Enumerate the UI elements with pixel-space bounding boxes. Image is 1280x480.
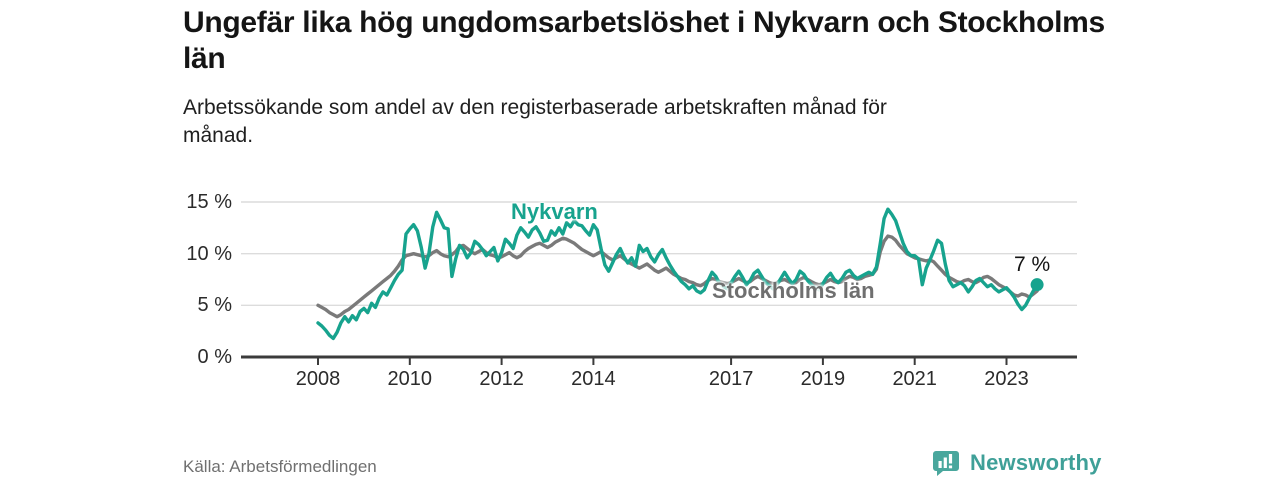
x-tick-label: 2008 <box>295 368 341 390</box>
x-tick-label: 2019 <box>800 368 846 390</box>
y-tick-label: 0 % <box>197 346 232 368</box>
x-tick-label: 2014 <box>571 368 616 390</box>
x-tick-label: 2012 <box>479 368 524 390</box>
line-nykvarn <box>316 207 1039 341</box>
y-tick-label: 15 % <box>186 191 232 213</box>
chart-title: Ungefär lika hög ungdomsarbetslöshet i N… <box>183 6 1105 75</box>
x-tick-label: 2017 <box>708 368 754 390</box>
y-tick-label: 5 % <box>197 294 232 317</box>
newsworthy-logo[interactable]: Newsworthy <box>931 448 1102 478</box>
chart-subtitle: Arbetssökande som andel av den registerb… <box>183 96 887 148</box>
x-tick-label: 2021 <box>892 368 937 390</box>
y-tick-label: 10 % <box>186 242 232 265</box>
series-label-nykvarn: Nykvarn <box>511 199 598 224</box>
series-label-stockholm: Stockholms län <box>712 278 875 303</box>
end-value-annotation: 7 % <box>1014 253 1051 276</box>
newsworthy-wordmark: Newsworthy <box>970 450 1102 475</box>
axis-tick-marks <box>317 357 1008 365</box>
source-note: Källa: Arbetsförmedlingen <box>183 457 377 476</box>
bar-chart-speech-bubble-icon <box>931 448 961 478</box>
series-end-dot <box>1030 278 1044 292</box>
data-series-lines <box>316 207 1039 341</box>
x-tick-label: 2023 <box>984 368 1029 390</box>
x-tick-label: 2010 <box>387 368 433 390</box>
